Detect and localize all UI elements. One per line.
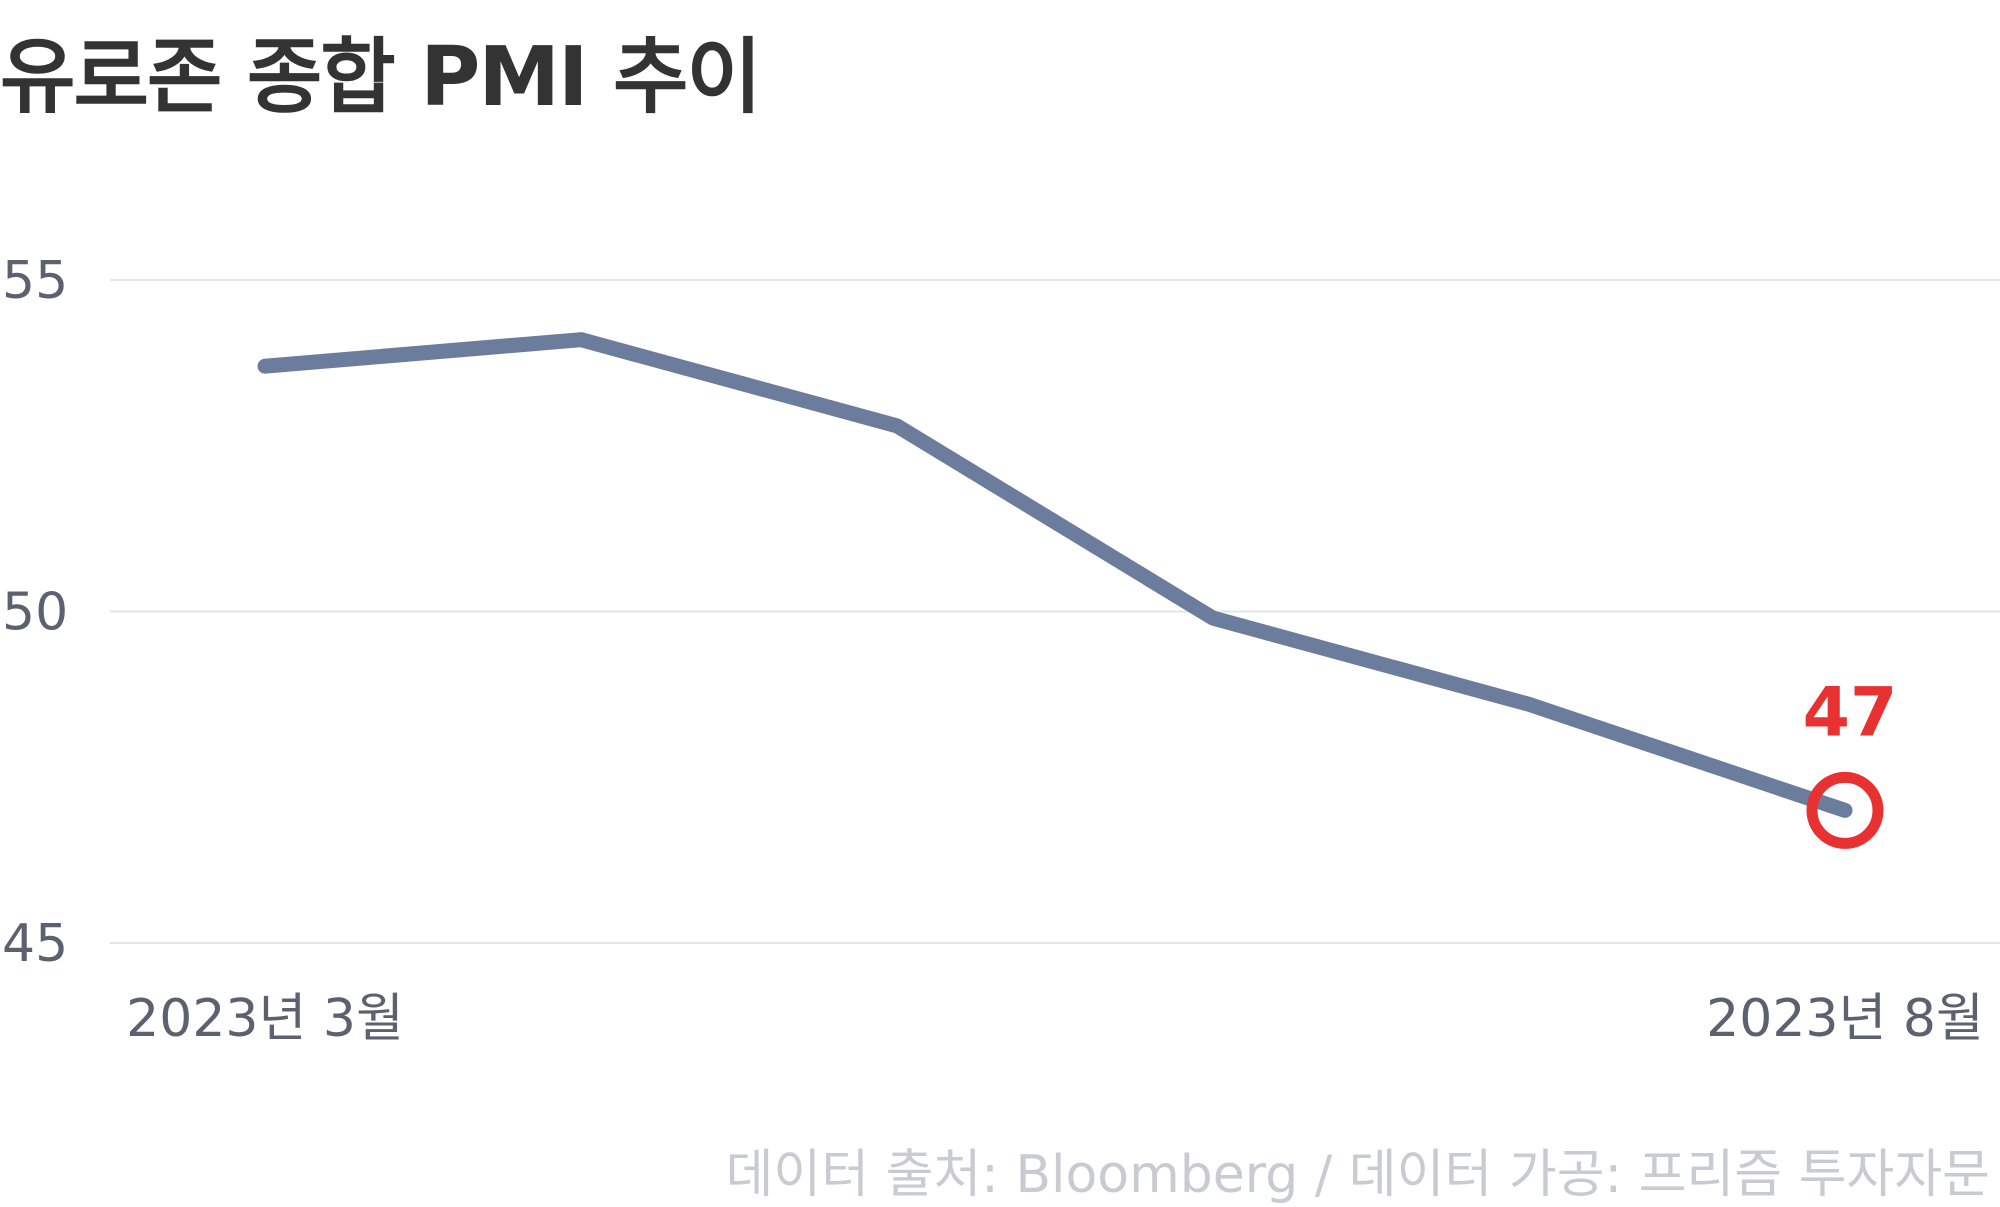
series-line — [257, 332, 1853, 818]
series-layer — [257, 332, 1853, 818]
x-axis-ticks: 2023년 3월 2023년 8월 — [126, 989, 1984, 1049]
y-tick-label: 50 — [2, 583, 68, 643]
highlight-marker — [1806, 771, 1884, 849]
y-tick-label: 55 — [2, 251, 68, 311]
highlight-layer: 47 — [1803, 673, 1898, 849]
y-tick-label: 45 — [2, 914, 68, 974]
chart-title: 유로존 종합 PMI 추이 — [0, 30, 762, 125]
data-source-note: 데이터 출처: Bloomberg / 데이터 가공: 프리즘 투자자문 — [725, 1145, 1990, 1205]
highlight-value-label: 47 — [1803, 673, 1898, 752]
x-tick-label: 2023년 8월 — [1706, 989, 1984, 1049]
y-axis-ticks: 55 50 45 — [2, 251, 68, 974]
gridlines — [110, 279, 2000, 944]
x-tick-label: 2023년 3월 — [126, 989, 404, 1049]
